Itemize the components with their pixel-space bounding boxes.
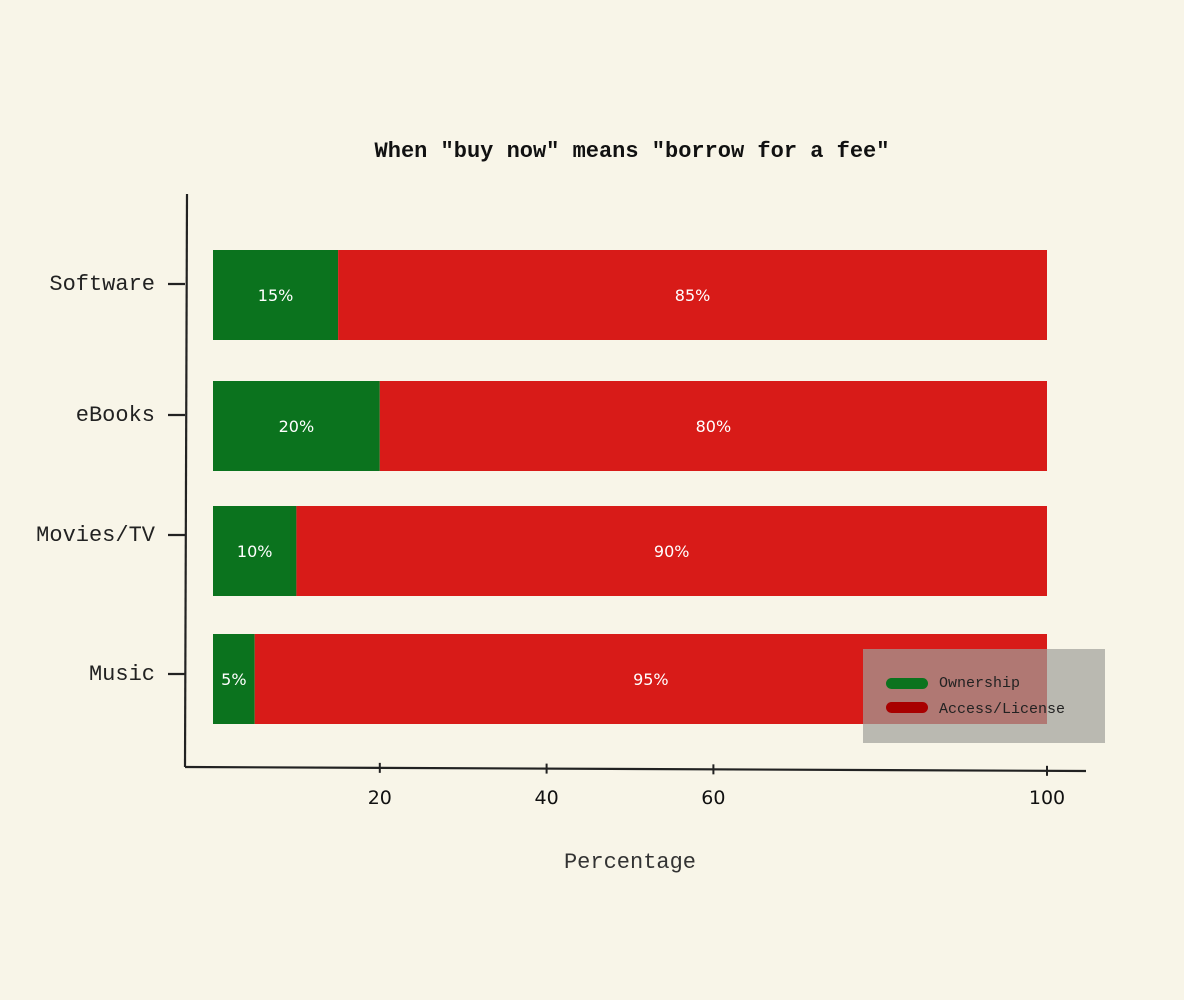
category-label-ebooks: eBooks — [76, 403, 155, 428]
legend-swatch-access-license — [886, 702, 928, 713]
category-label-software: Software — [49, 272, 155, 297]
data-label-movies-tv-ownership: 10% — [237, 542, 273, 561]
bar-music-ownership — [213, 634, 255, 724]
x-axis-title: Percentage — [564, 850, 696, 875]
legend-swatch-ownership — [886, 678, 928, 689]
legend-label-access-license: Access/License — [939, 701, 1065, 718]
data-label-music-ownership: 5% — [221, 670, 246, 689]
axes-group — [183, 193, 1087, 773]
category-labels: Software eBooks Movies/TV Music — [36, 272, 156, 687]
ticks-group: 20 40 60 100 — [168, 282, 1065, 809]
category-label-movies-tv: Movies/TV — [36, 523, 156, 548]
bar-ebooks-access-license — [379, 381, 1047, 471]
legend-label-ownership: Ownership — [939, 675, 1020, 692]
data-label-software-access-license: 85% — [675, 286, 711, 305]
bar-software-ownership — [213, 250, 339, 340]
data-label-ebooks-access-license: 80% — [696, 417, 732, 436]
bar-movies-tv-ownership — [213, 506, 297, 596]
x-tick-label-40: 40 — [535, 787, 559, 809]
bars-group: 15% 85% 20% 80% 10% 90% 5% 95% — [213, 250, 1048, 724]
data-label-movies-tv-access-license: 90% — [654, 542, 690, 561]
data-label-ebooks-ownership: 20% — [279, 417, 315, 436]
x-tick-label-100: 100 — [1029, 787, 1065, 809]
bar-ebooks-ownership — [213, 381, 380, 471]
y-axis-line — [183, 193, 189, 768]
x-tick-label-20: 20 — [368, 787, 392, 809]
x-axis-line — [184, 765, 1087, 773]
bar-software-access-license — [338, 250, 1048, 340]
data-label-music-access-license: 95% — [633, 670, 669, 689]
chart-title: When "buy now" means "borrow for a fee" — [375, 139, 890, 164]
legend-box — [863, 649, 1105, 743]
category-label-music: Music — [89, 662, 155, 687]
data-label-software-ownership: 15% — [258, 286, 294, 305]
legend: Ownership Access/License — [863, 649, 1105, 743]
bar-movies-tv-access-license — [296, 506, 1047, 596]
x-tick-label-60: 60 — [701, 787, 725, 809]
